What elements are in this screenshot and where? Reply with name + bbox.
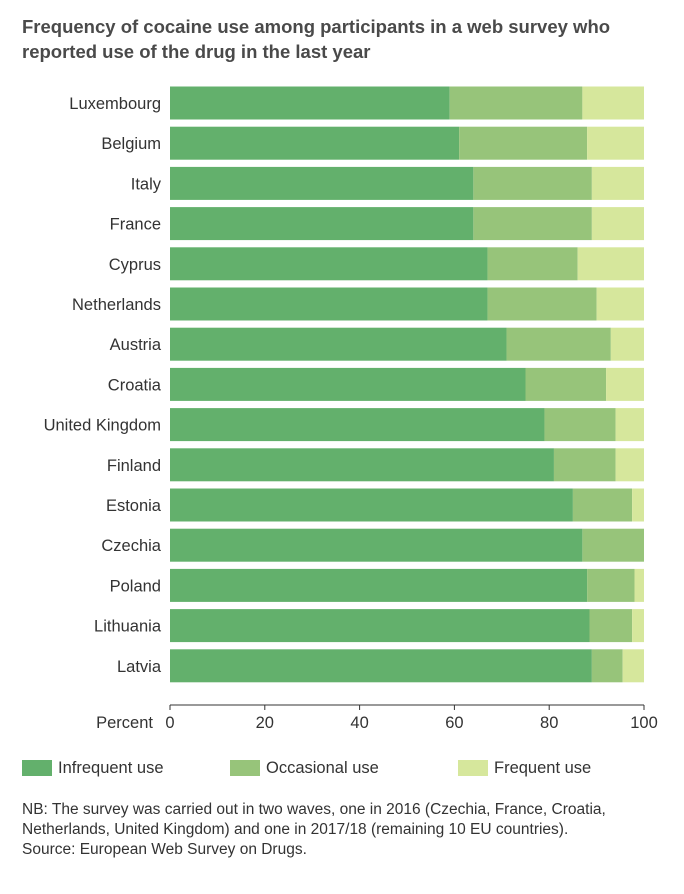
bar-united-kingdom-occasional-use — [544, 408, 616, 442]
bar-estonia-infrequent-use — [170, 488, 573, 522]
legend-item-occasional: Occasional use — [230, 756, 379, 780]
bar-latvia-frequent-use — [622, 649, 644, 683]
category-labels: Luxembourg Belgium Italy France Cyprus Nether… — [44, 95, 162, 676]
legend-item-frequent: Frequent use — [458, 756, 591, 780]
legend-swatch-frequent — [458, 760, 488, 776]
category-label-finland: Finland — [107, 457, 161, 475]
chart-title: Frequency of cocaine use among participa… — [22, 16, 611, 62]
category-label-cyprus: Cyprus — [109, 256, 161, 274]
bar-netherlands-frequent-use — [596, 287, 644, 321]
bar-austria-occasional-use — [506, 327, 611, 361]
bar-croatia-frequent-use — [606, 367, 644, 401]
category-label-lithuania: Lithuania — [94, 618, 162, 636]
category-label-croatia: Croatia — [108, 376, 162, 394]
bar-cyprus-frequent-use — [577, 247, 644, 281]
category-label-france: France — [110, 216, 161, 234]
x-tick-label-0: 0 — [165, 714, 174, 732]
chart-legend: Infrequent use Occasional use Frequent u… — [22, 756, 672, 780]
bars-layer — [170, 86, 644, 683]
bar-lithuania-infrequent-use — [170, 609, 590, 643]
bar-lithuania-frequent-use — [632, 609, 644, 643]
legend-swatch-occasional — [230, 760, 260, 776]
bar-cyprus-occasional-use — [487, 247, 578, 281]
bar-italy-occasional-use — [473, 166, 592, 200]
bar-united-kingdom-frequent-use — [615, 408, 644, 442]
bar-chart: Luxembourg Belgium Italy France Cyprus Nether… — [44, 86, 658, 732]
bar-poland-infrequent-use — [170, 568, 588, 602]
bar-croatia-infrequent-use — [170, 367, 526, 401]
bar-finland-occasional-use — [553, 448, 616, 482]
legend-label-occasional: Occasional use — [266, 758, 379, 777]
bar-belgium-infrequent-use — [170, 126, 460, 160]
category-label-italy: Italy — [131, 175, 162, 193]
bar-latvia-infrequent-use — [170, 649, 592, 683]
bar-austria-frequent-use — [610, 327, 644, 361]
x-tick-label-100: 100 — [630, 714, 658, 732]
category-label-latvia: Latvia — [117, 658, 162, 676]
bar-netherlands-infrequent-use — [170, 287, 488, 321]
legend-label-frequent: Frequent use — [494, 758, 592, 777]
x-tick-label-20: 20 — [256, 714, 274, 732]
bar-france-frequent-use — [591, 207, 644, 241]
bar-united-kingdom-infrequent-use — [170, 408, 545, 442]
bar-estonia-occasional-use — [572, 488, 633, 522]
legend-item-infrequent: Infrequent use — [22, 756, 164, 780]
x-tick-label-80: 80 — [540, 714, 558, 732]
x-axis: 0 20 40 60 80 100 Percent — [96, 704, 658, 732]
bar-netherlands-occasional-use — [487, 287, 597, 321]
bar-belgium-occasional-use — [459, 126, 588, 160]
category-label-belgium: Belgium — [101, 135, 161, 153]
x-tick-label-60: 60 — [445, 714, 463, 732]
category-label-luxembourg: Luxembourg — [69, 95, 161, 113]
bar-finland-infrequent-use — [170, 448, 554, 482]
category-label-estonia: Estonia — [106, 497, 162, 515]
x-axis-label: Percent — [96, 714, 153, 732]
footnote-nb: NB: The survey was carried out in two wa… — [22, 801, 606, 838]
bar-luxembourg-infrequent-use — [170, 86, 450, 120]
bar-latvia-occasional-use — [591, 649, 623, 683]
bar-finland-frequent-use — [615, 448, 644, 482]
bar-belgium-frequent-use — [587, 126, 644, 160]
category-label-austria: Austria — [110, 336, 162, 354]
bar-italy-frequent-use — [591, 166, 644, 200]
bar-estonia-frequent-use — [632, 488, 644, 522]
bar-austria-infrequent-use — [170, 327, 507, 361]
bar-poland-occasional-use — [587, 568, 635, 602]
footnote: NB: The survey was carried out in two wa… — [22, 800, 672, 860]
bar-luxembourg-occasional-use — [449, 86, 583, 120]
bar-croatia-occasional-use — [525, 367, 607, 401]
legend-label-infrequent: Infrequent use — [58, 758, 164, 777]
footnote-source: Source: European Web Survey on Drugs. — [22, 841, 307, 858]
category-label-czechia: Czechia — [101, 537, 161, 555]
x-tick-label-40: 40 — [350, 714, 368, 732]
bar-italy-infrequent-use — [170, 166, 474, 200]
category-label-netherlands: Netherlands — [72, 296, 161, 314]
bar-france-infrequent-use — [170, 207, 474, 241]
bar-lithuania-occasional-use — [589, 609, 633, 643]
bar-poland-frequent-use — [634, 568, 644, 602]
bar-cyprus-infrequent-use — [170, 247, 488, 281]
bar-luxembourg-frequent-use — [582, 86, 644, 120]
legend-swatch-infrequent — [22, 760, 52, 776]
category-label-poland: Poland — [110, 577, 161, 595]
bar-france-occasional-use — [473, 207, 592, 241]
category-label-united-kingdom: United Kingdom — [44, 417, 161, 435]
bar-czechia-occasional-use — [582, 528, 644, 562]
bar-czechia-infrequent-use — [170, 528, 583, 562]
